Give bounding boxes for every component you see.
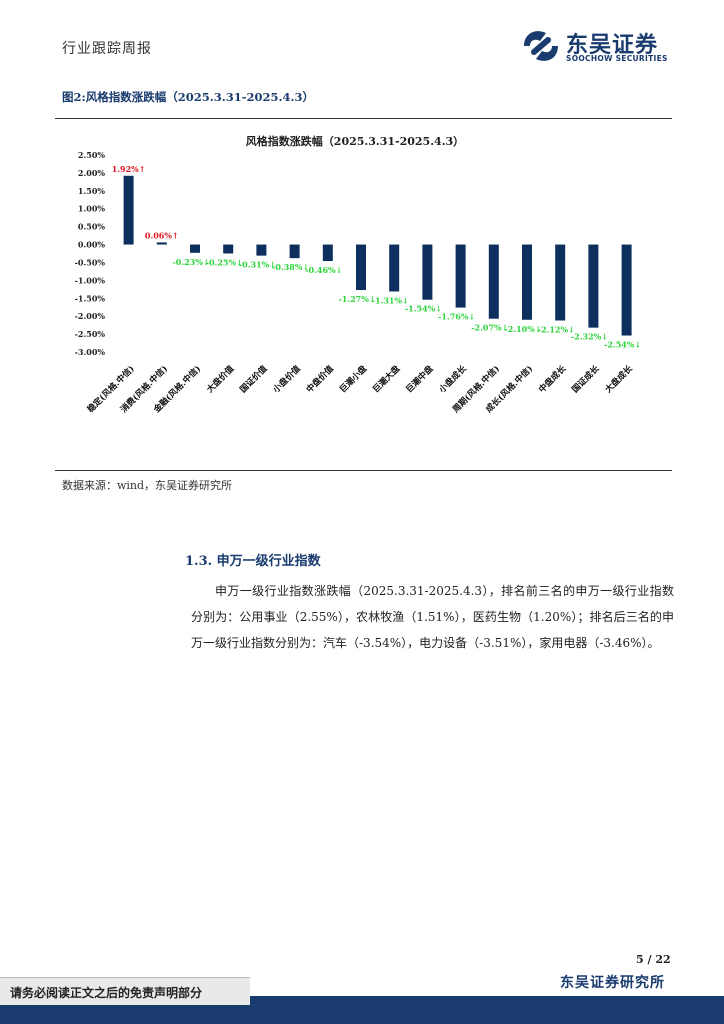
- bar-data-label: -1.27%↓: [338, 294, 375, 304]
- disclaimer-box: 请务必阅读正文之后的免责声明部分: [0, 977, 250, 1005]
- bar: [190, 244, 200, 253]
- bar-data-label: -0.31%↓: [239, 260, 276, 270]
- y-tick-label: 1.50%: [78, 186, 105, 196]
- y-tick-label: -1.00%: [75, 275, 106, 285]
- bar-data-label: -2.32%↓: [571, 332, 608, 342]
- bar-data-label: -1.76%↓: [438, 312, 475, 322]
- page-number: 5 / 22: [636, 953, 671, 966]
- footer-org-name: 东吴证券研究所: [560, 975, 665, 991]
- bar-data-label: -2.54%↓: [604, 340, 641, 350]
- figure-top-rule: [55, 118, 672, 119]
- x-category-label: 巨潮大盘: [370, 363, 402, 395]
- y-tick-label: -1.50%: [75, 293, 106, 303]
- bar-data-label: -0.46%↓: [305, 265, 342, 275]
- data-source: 数据来源：wind，东吴证券研究所: [62, 479, 233, 492]
- logo-text-cn: 东吴证券: [566, 33, 659, 58]
- bar: [223, 244, 234, 254]
- bar: [123, 175, 134, 245]
- x-category-label: 小盘价值: [270, 363, 303, 396]
- bar: [555, 244, 566, 321]
- x-category-label: 中盘价值: [304, 363, 336, 395]
- section-heading: 1.3. 申万一级行业指数: [185, 554, 321, 569]
- y-tick-label: -2.00%: [75, 311, 106, 321]
- bar-data-label: -0.38%↓: [272, 262, 309, 272]
- x-category-label: 小盘成长: [436, 363, 469, 396]
- y-axis: 2.50% 2.00% 1.50% 1.00% 0.50% 0.00% -0.50% -1.0…: [75, 150, 106, 357]
- x-category-label: 巨潮小盘: [337, 363, 369, 395]
- bar: [356, 244, 366, 291]
- y-tick-label: 1.00%: [78, 204, 105, 214]
- bar-data-label: -2.07%↓: [471, 323, 508, 333]
- x-category-label: 大盘成长: [603, 363, 635, 395]
- data-labels: 1.92%↑ 0.06%↑ -0.23%↓-0.25%↓-0.31%↓-0.38%↓…: [112, 164, 641, 350]
- x-category-label: 国证价值: [238, 363, 270, 395]
- x-category-label: 中盘成长: [536, 363, 568, 395]
- disclaimer-text: 请务必阅读正文之后的免责声明部分: [10, 986, 203, 1000]
- y-tick-label: 0.00%: [78, 240, 105, 250]
- bar-data-label: 1.92%↑: [112, 164, 146, 174]
- x-category-label: 巨潮中盘: [404, 363, 436, 395]
- chart-title: 风格指数涨跌幅（2025.3.31-2025.4.3）: [246, 134, 464, 148]
- y-tick-label: -3.00%: [75, 347, 106, 357]
- bar: [621, 244, 632, 336]
- figure-bottom-rule: [55, 470, 672, 471]
- y-tick-label: 2.50%: [78, 150, 105, 160]
- bar: [588, 244, 599, 328]
- bar-data-label: -0.25%↓: [206, 258, 243, 268]
- bar: [422, 244, 433, 300]
- bar-data-label: -2.10%↓: [504, 324, 541, 334]
- x-category-label: 大盘价值: [204, 363, 236, 395]
- logo-text-en: SOOCHOW SECURITIES: [566, 54, 668, 63]
- y-tick-label: -2.50%: [75, 329, 106, 339]
- report-type-label: 行业跟踪周报: [62, 41, 152, 57]
- bar: [488, 244, 499, 319]
- bar: [256, 244, 267, 256]
- logo-mark-icon: [524, 31, 558, 61]
- x-axis-labels: 稳定(风格.中信)消费(风格.中信)金融(风格.中信) 大盘价值 国证价值 小盘价值中…: [85, 363, 635, 416]
- bar-data-label: -1.31%↓: [372, 295, 409, 305]
- bars: [123, 175, 632, 336]
- soochow-logo: 东吴证券 SOOCHOW SECURITIES: [520, 25, 680, 69]
- y-tick-label: 0.50%: [78, 222, 105, 232]
- bar: [455, 244, 466, 308]
- bar: [389, 244, 400, 292]
- section-paragraph: 申万一级行业指数涨跌幅（2025.3.31-2025.4.3），排名前三名的申万…: [191, 584, 674, 650]
- bar-data-label: -1.54%↓: [405, 304, 442, 314]
- y-tick-label: 2.00%: [78, 168, 105, 178]
- y-tick-label: -0.50%: [75, 257, 106, 267]
- bar-data-label: -2.12%↓: [538, 324, 575, 334]
- x-category-label: 国证成长: [570, 363, 602, 395]
- bar: [289, 244, 300, 259]
- bar: [522, 244, 532, 320]
- bar-data-label: 0.06%↑: [145, 230, 179, 240]
- bar-data-label: -0.23%↓: [172, 257, 209, 267]
- bar: [156, 242, 167, 245]
- style-index-bar-chart: 风格指数涨跌幅（2025.3.31-2025.4.3） 2.50% 2.00% 1.…: [75, 134, 642, 416]
- figure-caption: 图2:风格指数涨跌幅（2025.3.31-2025.4.3）: [62, 90, 315, 104]
- bar: [322, 244, 333, 262]
